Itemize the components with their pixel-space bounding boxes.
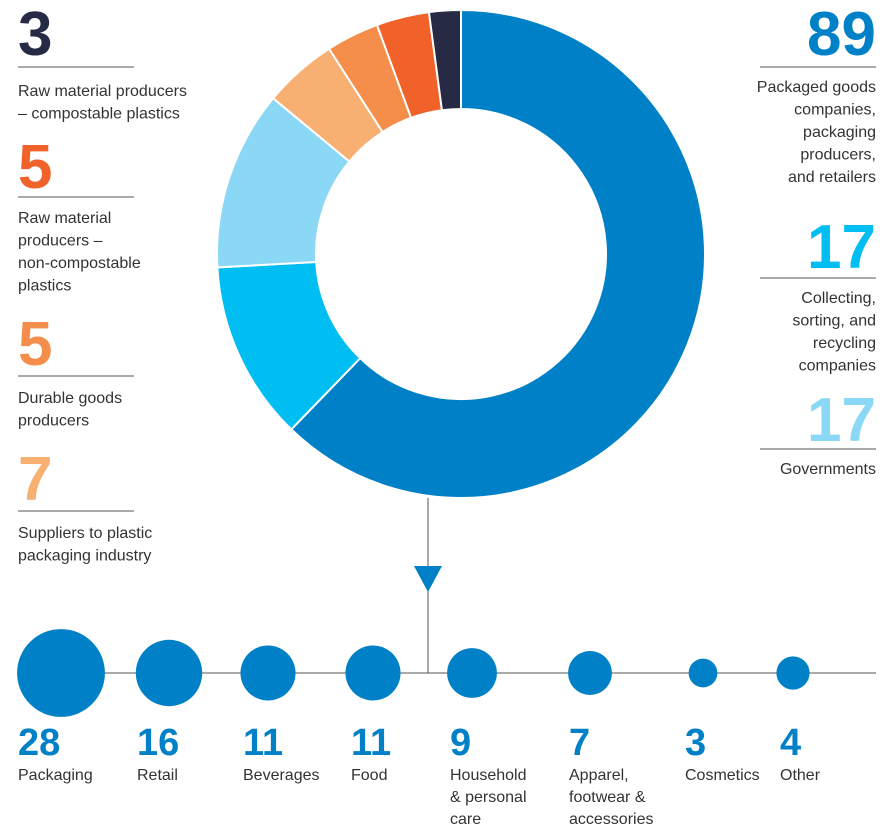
bubble-label: Other (780, 767, 821, 784)
segment-label: Raw material producers – non-compostable pl… (18, 210, 141, 295)
bubble-value-label: 11 (351, 722, 391, 764)
connector-arrow (414, 566, 442, 592)
bubble-label: Household & personal care (450, 767, 527, 827)
bubble-value-label: 4 (780, 722, 801, 764)
bubble (345, 645, 401, 701)
bubble (17, 629, 105, 717)
segment-label: Suppliers to plastic packaging industry (18, 525, 152, 565)
segment-value-label: 7 (18, 445, 52, 514)
segment-label: Governments (780, 461, 876, 478)
bubble-label: Apparel, footwear & accessories (569, 767, 653, 827)
bubble-value-label: 16 (137, 722, 179, 764)
bubble-label: Packaging (18, 767, 93, 784)
bubble-label: Food (351, 767, 387, 784)
segment-label: Raw material producers – compostable plas… (18, 83, 187, 123)
bubble-label: Retail (137, 767, 178, 784)
segment-value-label: 17 (807, 213, 876, 282)
bubble-value-label: 7 (569, 722, 590, 764)
segment-value-label: 5 (18, 310, 52, 379)
donut-segment (427, 8, 462, 112)
bubble (447, 648, 497, 698)
bubble (240, 645, 296, 701)
bubble (135, 639, 203, 707)
segment-value-label: 89 (807, 0, 876, 69)
bubble-label: Beverages (243, 767, 320, 784)
segment-label: Durable goods producers (18, 390, 122, 430)
bubble-value-label: 3 (685, 722, 706, 764)
bubble-value-label: 28 (18, 722, 60, 764)
bubble (776, 656, 810, 690)
bubble-value-label: 9 (450, 722, 471, 764)
bubble (568, 651, 612, 695)
segment-value-label: 3 (18, 0, 52, 69)
donut-segment (289, 8, 706, 499)
segment-value-label: 5 (18, 133, 52, 202)
segment-label: Collecting, sorting, and recycling companie… (792, 290, 876, 375)
bubble (688, 658, 718, 688)
segment-label: Packaged goods companies, packaging produce… (757, 79, 876, 186)
bubble-label: Cosmetics (685, 767, 760, 784)
segment-value-label: 17 (807, 386, 876, 455)
bubble-value-label: 11 (243, 722, 283, 764)
